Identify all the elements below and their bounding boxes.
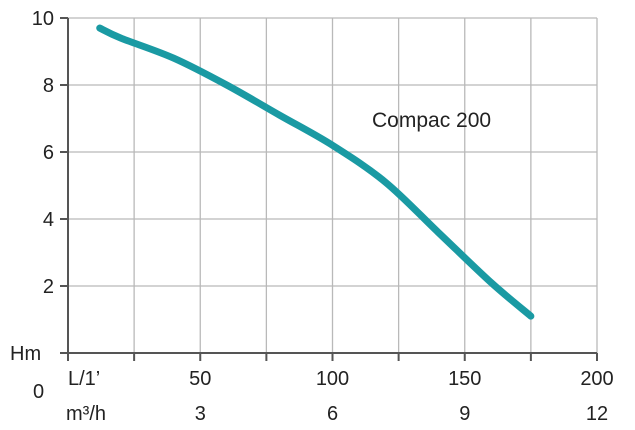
- origin-label: 0: [33, 381, 44, 403]
- series-label: Compac 200: [372, 109, 491, 132]
- y-axis-label: Hm: [10, 343, 41, 365]
- grid: [68, 17, 598, 353]
- y-tick-label: 2: [43, 276, 54, 298]
- y-tick-label: 10: [32, 8, 54, 30]
- y-tick-label: 8: [43, 75, 54, 97]
- x-axis-label-lpm: L/1’: [68, 368, 100, 390]
- secondary-x-tick-label: 3: [195, 403, 206, 425]
- secondary-x-tick-label: 12: [586, 403, 608, 425]
- x-tick-label: 100: [316, 368, 349, 390]
- series-line-compac-200: [96, 24, 535, 320]
- tick-labels: 2 4 6 8 10 50 100 150 200 3 6 9 12: [32, 8, 614, 425]
- y-tick-label: 4: [43, 209, 54, 231]
- secondary-x-tick-label: 9: [459, 403, 470, 425]
- x-tick-label: 200: [580, 368, 613, 390]
- x-tick-label: 50: [189, 368, 211, 390]
- axes: [60, 17, 598, 361]
- secondary-x-tick-label: 6: [327, 403, 338, 425]
- y-tick-label: 6: [43, 142, 54, 164]
- x-axis-label-m3h: m³/h: [66, 403, 106, 425]
- x-tick-label: 150: [448, 368, 481, 390]
